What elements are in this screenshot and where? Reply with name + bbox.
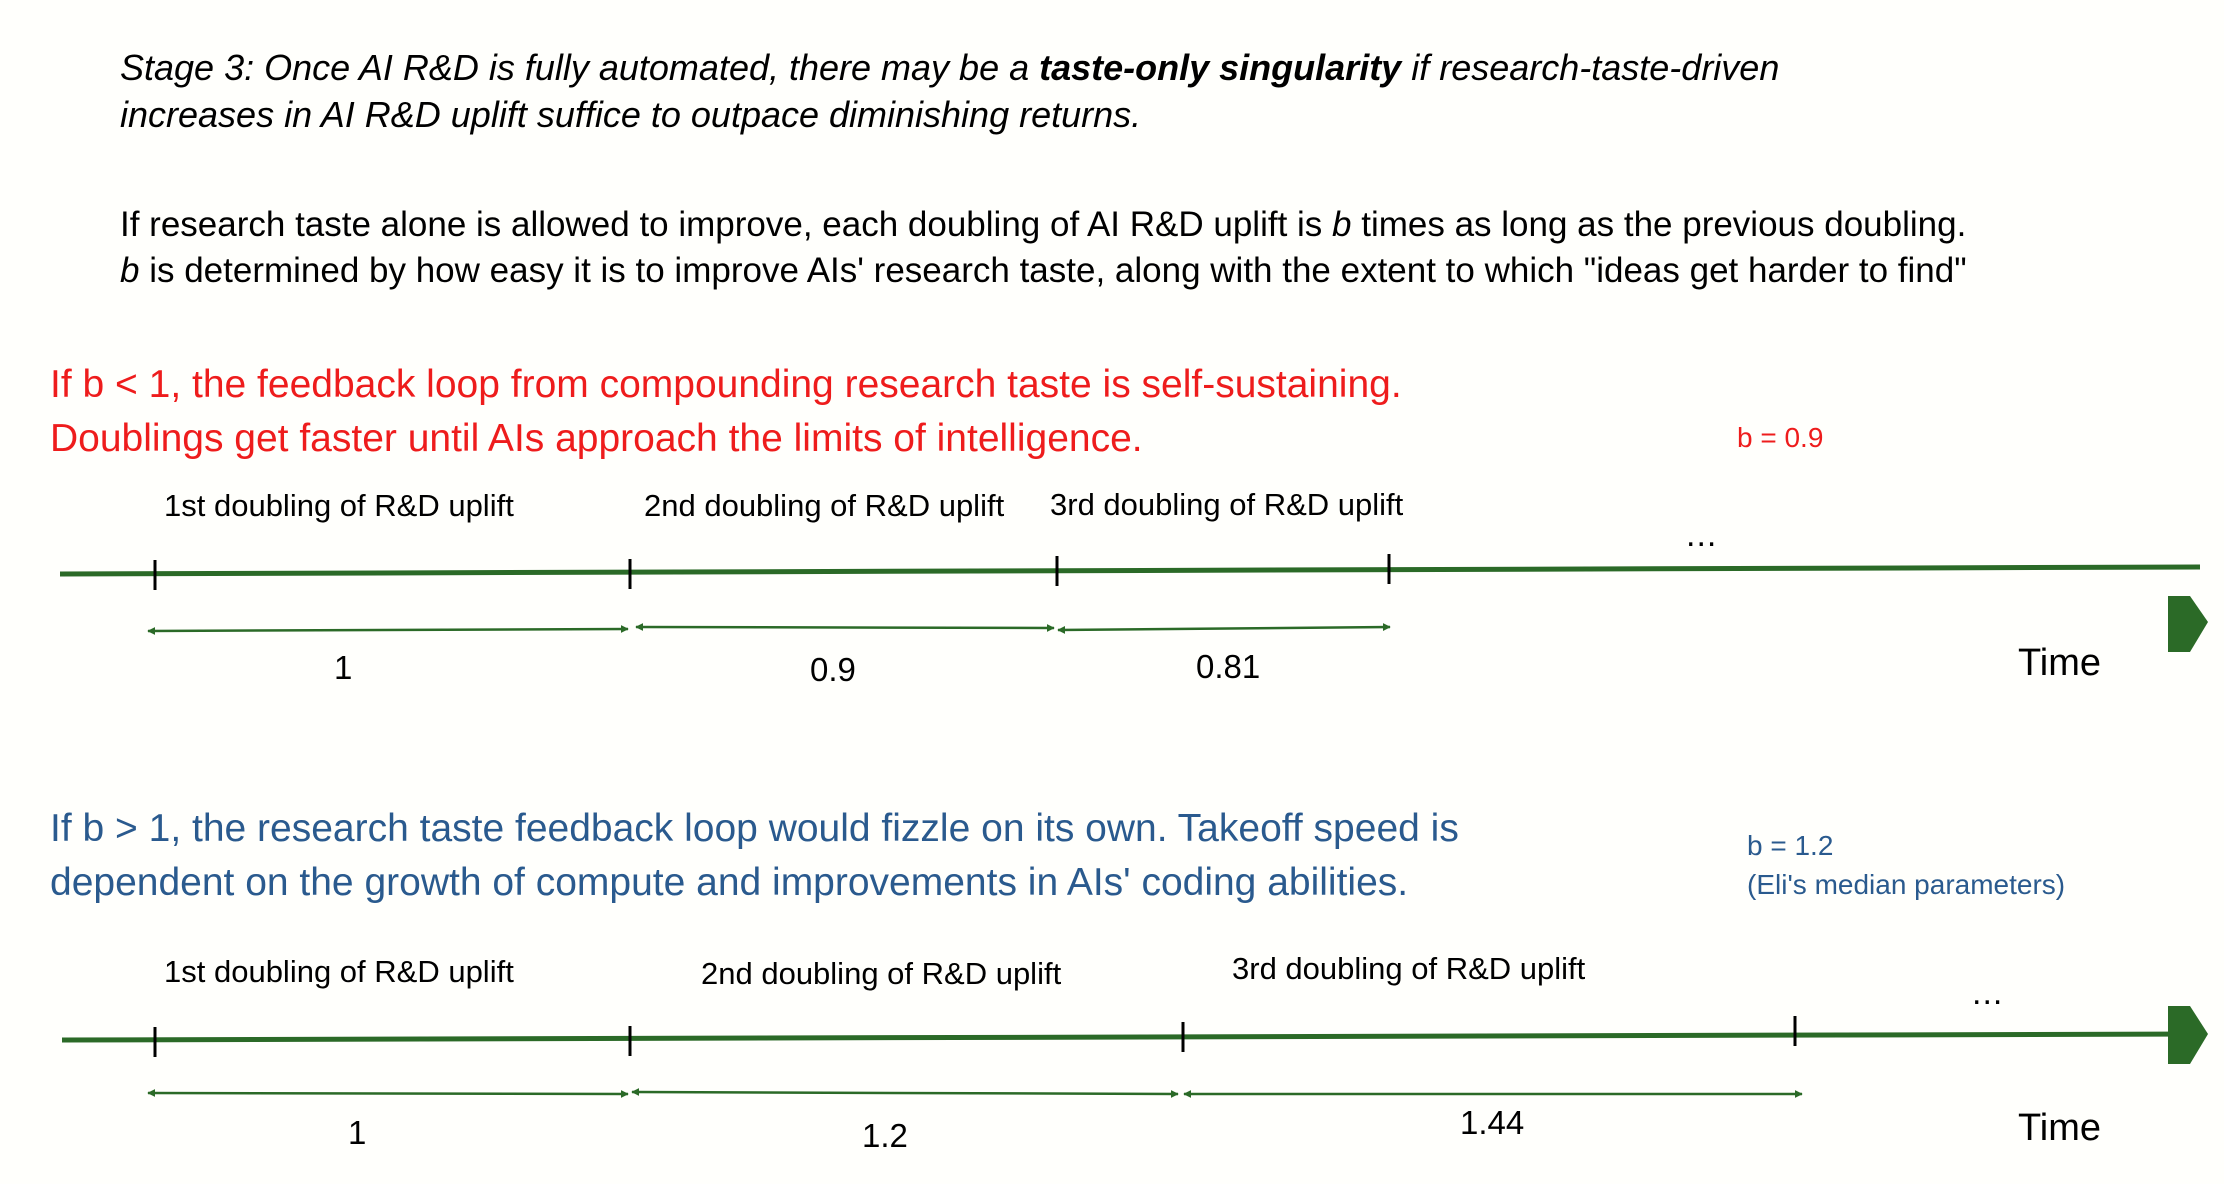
- slow-timeline-arrowhead: [2168, 1006, 2208, 1064]
- slow-timeline-axis: [61, 1031, 2201, 1043]
- description-line-1: If research taste alone is allowed to im…: [120, 205, 1967, 244]
- fast-segment-3-label: 3rd doubling of R&D uplift: [1050, 487, 1404, 522]
- fast-scenario-heading: If b < 1, the feedback loop from compoun…: [50, 358, 1402, 466]
- description-line-2: b is determined by how easy it is to imp…: [120, 251, 1967, 290]
- slow-time-axis-label: Time: [2018, 1107, 2102, 1149]
- description: If research taste alone is allowed to im…: [120, 202, 1967, 294]
- fast-time-axis-label: Time: [2018, 642, 2102, 684]
- slow-heading-line-1: If b > 1, the research taste feedback lo…: [50, 807, 1459, 850]
- fast-segment-3-duration: 0.81: [1196, 648, 1261, 685]
- slow-segment-2-label: 2nd doubling of R&D uplift: [701, 956, 1062, 991]
- fast-segment-1-label: 1st doubling of R&D uplift: [164, 488, 514, 523]
- fast-span-2-arrow: [635, 623, 1055, 632]
- slow-span-2-arrow: [631, 1088, 1179, 1098]
- slow-segment-1-label: 1st doubling of R&D uplift: [164, 954, 514, 989]
- slow-span-1-arrow: [147, 1089, 629, 1098]
- slow-segment-3-duration: 1.44: [1460, 1104, 1525, 1141]
- fast-heading-line-1: If b < 1, the feedback loop from compoun…: [50, 363, 1402, 406]
- taste-only-singularity-term: taste-only singularity: [1039, 47, 1402, 88]
- slow-segment-2-duration: 1.2: [862, 1117, 908, 1154]
- fast-b-value: b = 0.9: [1737, 422, 1824, 453]
- fast-segment-1-duration: 1: [334, 649, 353, 686]
- slow-timeline: [61, 1006, 2208, 1098]
- stage-statement: Stage 3: Once AI R&D is fully automated,…: [120, 44, 1779, 138]
- fast-ellipsis: ...: [1686, 516, 1718, 554]
- fast-span-1-arrow: [147, 625, 629, 635]
- slow-ellipsis: ...: [1972, 974, 2004, 1012]
- stage-statement-line-2: increases in AI R&D uplift suffice to ou…: [120, 94, 1142, 135]
- slow-heading-line-2: dependent on the growth of compute and i…: [50, 861, 1409, 904]
- fast-timeline-arrowhead: [2168, 596, 2208, 652]
- fast-timeline-axis: [59, 564, 2201, 577]
- slow-b-value: b = 1.2: [1747, 830, 1834, 861]
- fast-heading-line-2: Doublings get faster until AIs approach …: [50, 417, 1143, 460]
- slow-b-note: (Eli's median parameters): [1747, 869, 2066, 900]
- slow-scenario-heading: If b > 1, the research taste feedback lo…: [50, 802, 1459, 910]
- fast-span-3-arrow: [1057, 623, 1391, 634]
- slow-segment-1-duration: 1: [348, 1114, 367, 1151]
- stage-statement-line-1: Stage 3: Once AI R&D is fully automated,…: [120, 47, 1780, 88]
- fast-segment-2-label: 2nd doubling of R&D uplift: [644, 488, 1005, 523]
- slow-segment-3-label: 3rd doubling of R&D uplift: [1232, 951, 1586, 986]
- fast-segment-2-duration: 0.9: [810, 651, 856, 688]
- fast-timeline: [59, 554, 2208, 652]
